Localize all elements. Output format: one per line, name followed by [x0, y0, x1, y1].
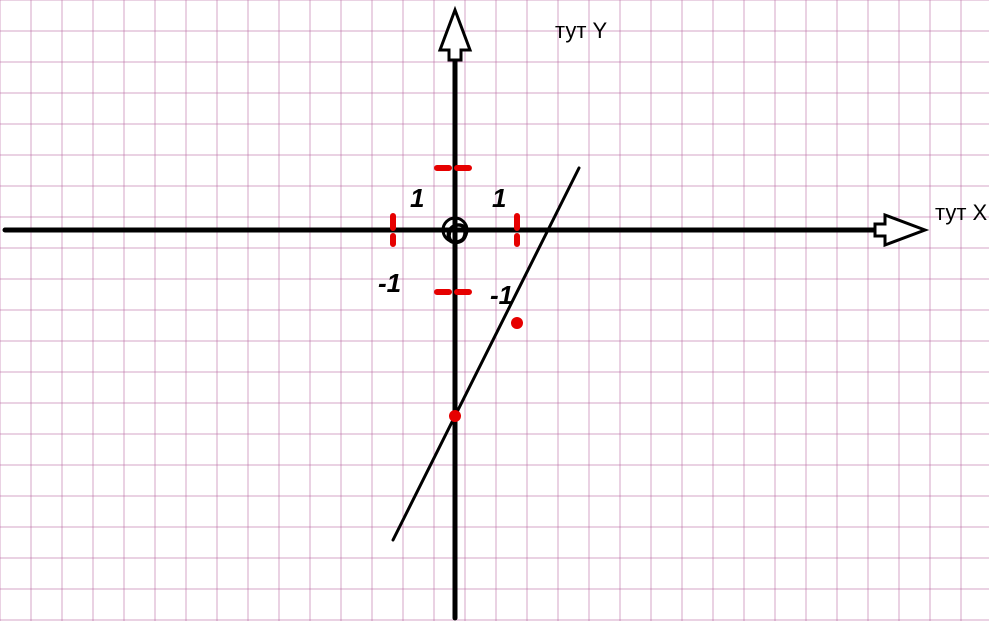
- tick-label-y-neg1: -1: [490, 280, 513, 311]
- x-axis-label: тут X: [935, 200, 987, 226]
- origin-label: O: [445, 218, 468, 252]
- tick-label-x-pos1: 1: [492, 183, 506, 214]
- tick-label-x-neg1: -1: [378, 268, 401, 299]
- y-axis-label: тут Y: [555, 18, 607, 44]
- tick-label-y-pos1: 1: [410, 183, 424, 214]
